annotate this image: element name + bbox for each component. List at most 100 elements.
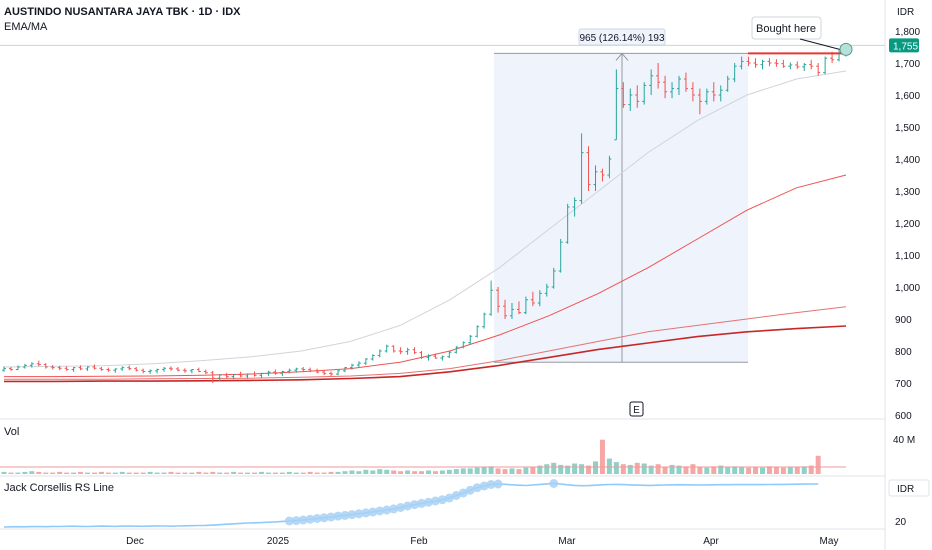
candle [377,349,382,358]
rs-currency-label[interactable]: IDR [897,484,914,495]
rs-new-high-dot [479,481,489,491]
rs-new-high-dot [549,479,559,488]
volume-bar [739,467,745,474]
rs-new-high-dot [312,514,322,523]
volume-bar [196,471,202,474]
time-tick: Apr [703,536,719,547]
candle [238,371,243,378]
candle [106,367,111,372]
volume-bar [808,465,814,474]
volume-bar [759,467,765,474]
volume-bar [363,469,369,474]
rs-pane-title[interactable]: Jack Corsellis RS Line [4,482,114,494]
volume-bar [704,467,710,474]
volume-bar [551,462,557,474]
volume-bar [217,472,223,474]
callout-text: Bought here [756,23,816,35]
time-tick: 2025 [267,536,290,547]
volume-bar [231,471,237,474]
volume-tick: 40 M [893,435,915,446]
candle [363,358,368,366]
candle [795,61,800,69]
volume-bar [182,472,188,474]
callout-box[interactable] [751,16,822,40]
ma-line-mid [4,174,847,378]
volume-bar [606,458,612,474]
volume-bar [613,462,619,474]
candle [224,372,229,379]
volume-pane-title[interactable]: Vol [4,426,19,438]
candle [440,355,445,361]
candle [468,335,473,345]
earnings-marker[interactable] [629,401,644,417]
volume-bar [119,471,125,474]
volume-bar [105,472,111,474]
candle [252,371,257,377]
candle [8,367,13,371]
volume-bar [669,464,675,474]
rs-new-high-dot [326,512,336,522]
candle [64,366,69,371]
candle [426,354,431,361]
volume-bar [592,461,598,474]
candle [175,367,180,372]
candle [273,369,278,375]
volume-bar [85,472,91,474]
measure-range-box[interactable] [494,53,748,363]
volume-bar [697,467,703,474]
volume-bar [314,472,320,474]
volume-bar [787,467,793,474]
volume-bar [766,466,772,474]
candle [85,366,90,371]
candle [802,63,807,71]
candle [36,360,41,367]
candlestick-series [2,43,848,383]
candle [22,363,27,369]
volume-bar [558,464,564,474]
volume-bar [300,472,306,474]
volume-bar [112,472,118,474]
volume-bar [579,464,585,474]
symbol-title[interactable]: AUSTINDO NUSANTARA JAYA TBK · 1D · IDX [4,6,241,18]
rs-new-high-dot [284,516,294,526]
volume-bar [335,471,341,474]
volume-bar [265,472,271,474]
candle [697,88,702,115]
candle [482,312,487,329]
candle [781,59,786,68]
candle [301,367,306,372]
rs-new-high-dot [410,500,420,510]
candle [384,344,389,353]
candle [670,82,675,99]
volume-bar [15,472,21,474]
candle [162,367,167,372]
candle [391,345,396,353]
candle [78,365,83,371]
volume-bar [753,467,759,474]
candle [823,56,828,75]
candle [516,301,521,315]
indicator-ema-label[interactable]: EMA/MA [4,21,48,33]
volume-series [1,439,821,474]
rs-new-high-dot [319,513,329,523]
candle [266,370,271,376]
candle [530,291,535,307]
bought-marker[interactable] [839,42,853,56]
volume-bar [321,472,327,474]
measure-label: 965 (126.14%) 193 [579,33,665,44]
volume-bar [252,472,258,474]
volume-bar [412,471,418,474]
volume-bar [238,472,244,474]
rs-new-high-dot [347,510,357,520]
candle [523,296,528,315]
candle [565,203,570,244]
rs-new-high-dot [417,498,427,508]
currency-label[interactable]: IDR [897,7,914,18]
candle [788,62,793,70]
candle [141,368,146,374]
rs-new-high-dot [340,510,350,520]
volume-bar [502,469,508,474]
price-tick: 800 [895,347,912,358]
candle [503,299,508,319]
